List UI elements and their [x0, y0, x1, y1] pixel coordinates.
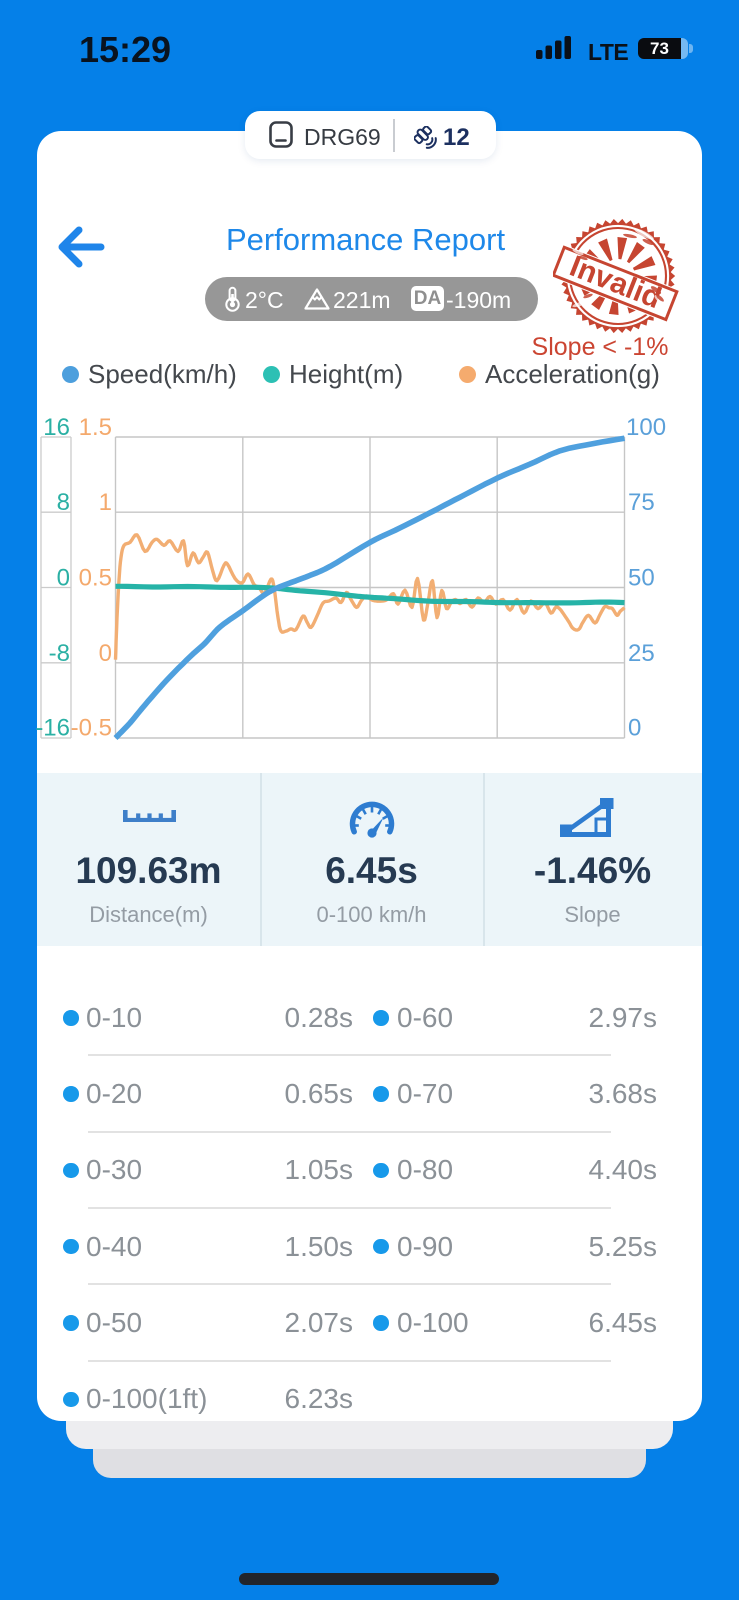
svg-text:1.5: 1.5 — [79, 414, 112, 441]
svg-text:75: 75 — [628, 489, 655, 516]
svg-text:0: 0 — [57, 565, 70, 592]
svg-text:25: 25 — [628, 640, 655, 667]
svg-text:50: 50 — [628, 565, 655, 592]
svg-text:-8: -8 — [49, 640, 70, 667]
svg-text:0: 0 — [628, 715, 641, 742]
svg-text:1: 1 — [99, 489, 112, 516]
svg-text:0.5: 0.5 — [79, 565, 112, 592]
svg-text:-16: -16 — [35, 715, 70, 742]
svg-text:0: 0 — [99, 640, 112, 667]
svg-text:-0.5: -0.5 — [71, 715, 112, 742]
svg-text:8: 8 — [57, 489, 70, 516]
svg-text:100: 100 — [626, 414, 666, 441]
svg-text:16: 16 — [43, 414, 70, 441]
